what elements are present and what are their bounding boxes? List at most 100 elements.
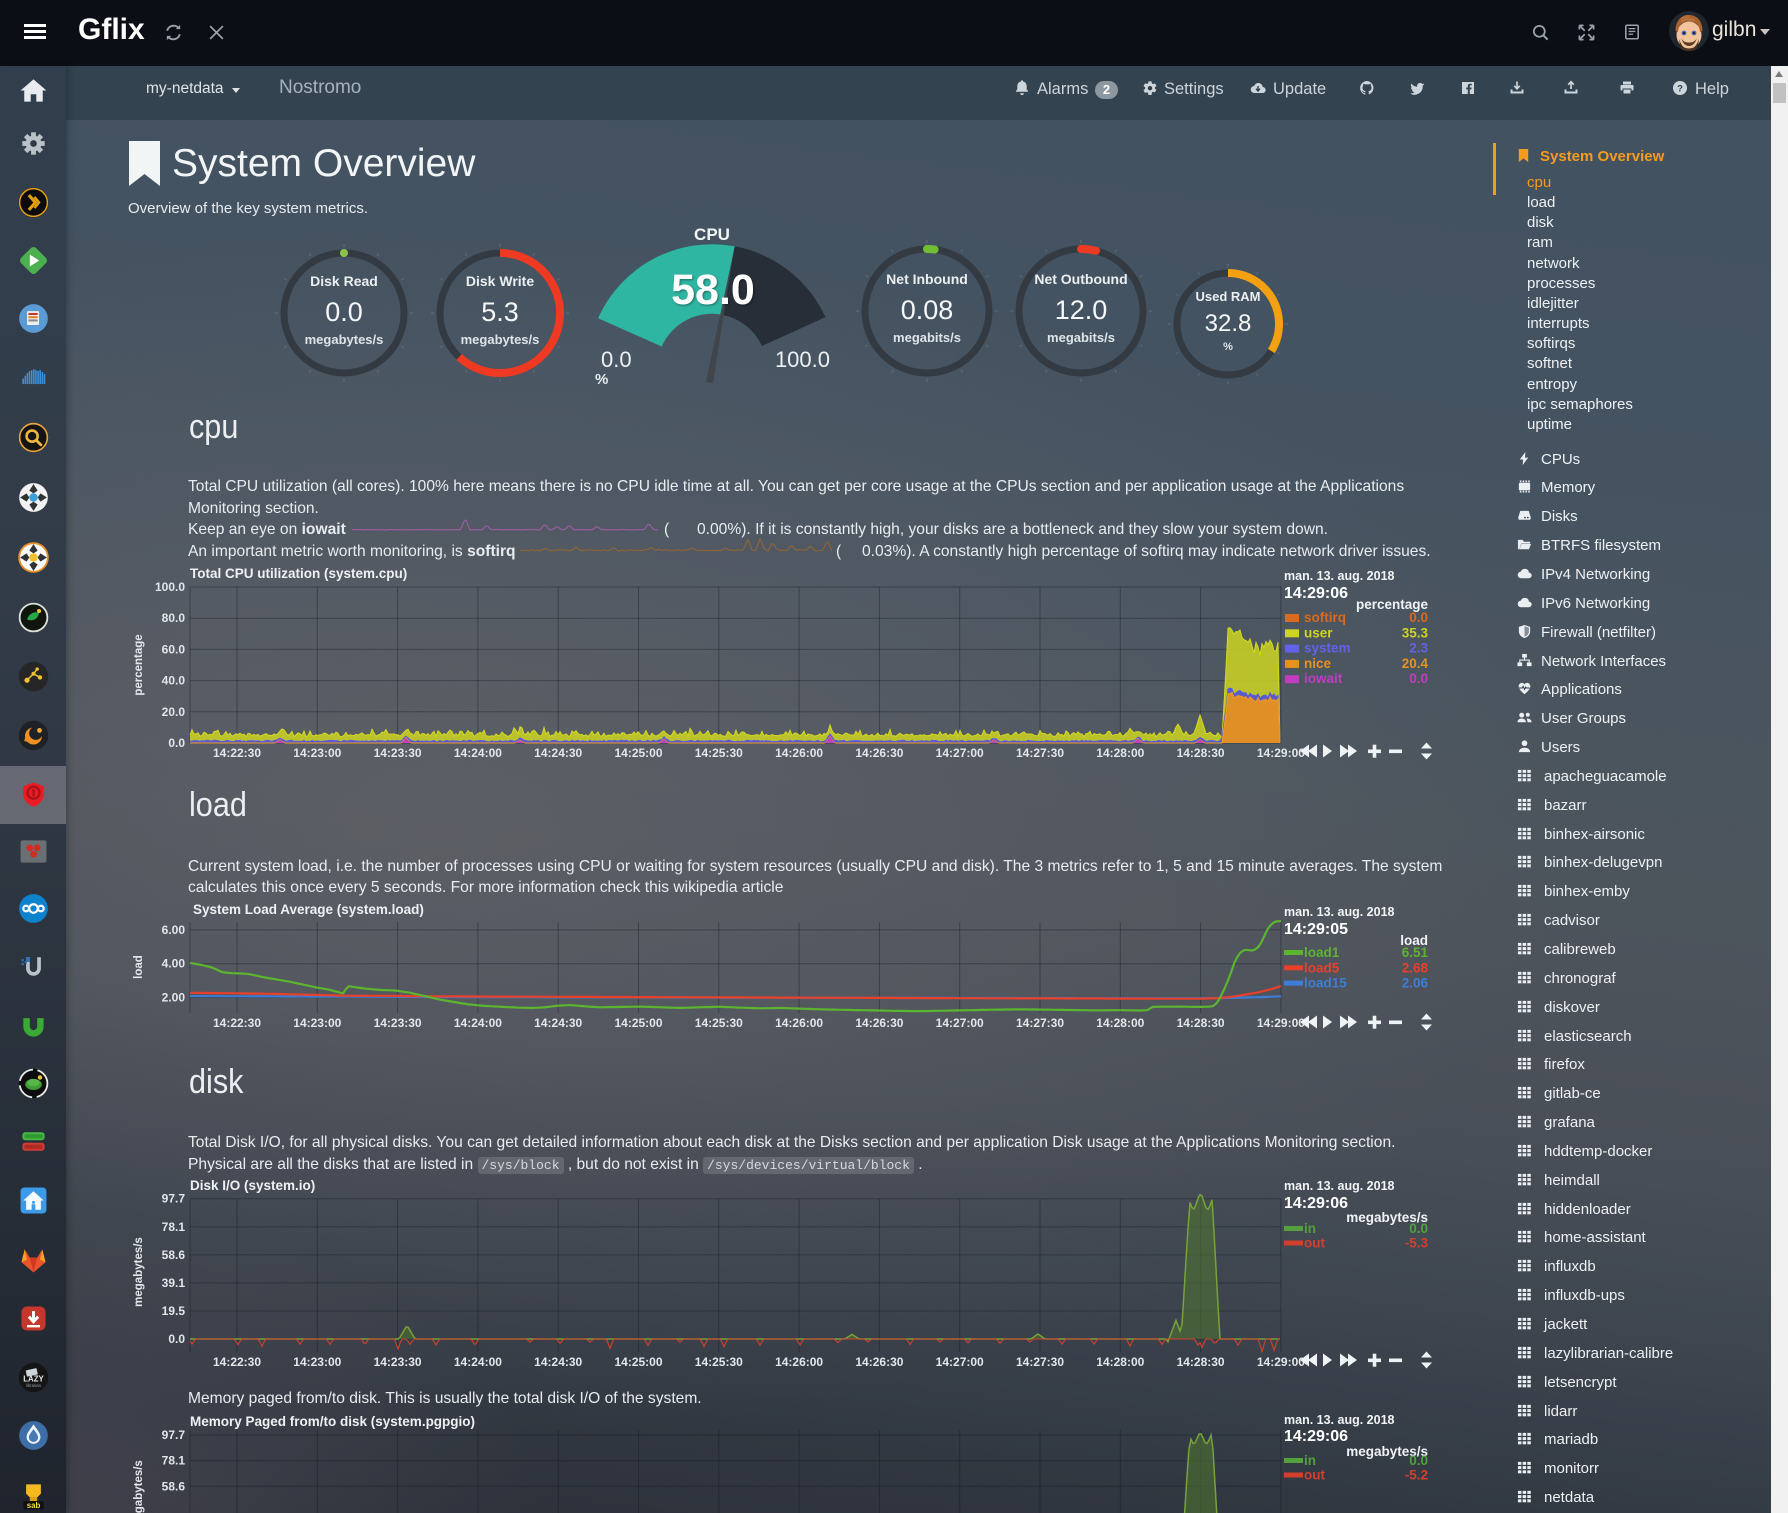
svg-text:14:28:30: 14:28:30 bbox=[1177, 1355, 1225, 1369]
svg-text:14:24:30: 14:24:30 bbox=[534, 746, 582, 760]
svg-text:14:29:05: 14:29:05 bbox=[1284, 921, 1348, 938]
svg-text:14:27:00: 14:27:00 bbox=[936, 746, 984, 760]
svg-text:2.00: 2.00 bbox=[162, 991, 186, 1005]
svg-text:14:23:30: 14:23:30 bbox=[374, 1355, 422, 1369]
svg-text:14:25:30: 14:25:30 bbox=[695, 746, 743, 760]
svg-text:Used RAM: Used RAM bbox=[1195, 289, 1260, 304]
svg-text:nice: nice bbox=[1304, 656, 1332, 671]
svg-text:14:22:30: 14:22:30 bbox=[213, 1016, 261, 1030]
svg-text:CPU: CPU bbox=[694, 225, 730, 244]
svg-text:14:29:06: 14:29:06 bbox=[1284, 1195, 1348, 1212]
svg-text:14:29:00: 14:29:00 bbox=[1257, 1016, 1305, 1030]
svg-text:System Load Average (system.lo: System Load Average (system.load) bbox=[193, 902, 424, 917]
svg-text:78.1: 78.1 bbox=[162, 1220, 186, 1234]
svg-text:2.06: 2.06 bbox=[1402, 976, 1429, 991]
svg-text:6.00: 6.00 bbox=[162, 923, 186, 937]
svg-text:14:25:00: 14:25:00 bbox=[614, 1355, 662, 1369]
svg-text:14:23:00: 14:23:00 bbox=[293, 1016, 341, 1030]
svg-text:14:26:00: 14:26:00 bbox=[775, 746, 823, 760]
svg-text:20.4: 20.4 bbox=[1402, 656, 1429, 671]
svg-text:0.0: 0.0 bbox=[1409, 671, 1428, 686]
svg-text:60.0: 60.0 bbox=[162, 642, 186, 656]
svg-text:megabits/s: megabits/s bbox=[893, 330, 961, 345]
svg-text:14:27:30: 14:27:30 bbox=[1016, 1016, 1064, 1030]
svg-text:%: % bbox=[1223, 341, 1233, 353]
svg-text:14:28:30: 14:28:30 bbox=[1177, 1016, 1225, 1030]
svg-text:100.0: 100.0 bbox=[775, 347, 830, 372]
svg-text:user: user bbox=[1304, 625, 1333, 640]
svg-text:14:26:00: 14:26:00 bbox=[775, 1016, 823, 1030]
svg-text:Total CPU utilization (system.: Total CPU utilization (system.cpu) bbox=[190, 566, 407, 581]
svg-text:14:24:00: 14:24:00 bbox=[454, 746, 502, 760]
svg-text:14:26:30: 14:26:30 bbox=[855, 746, 903, 760]
svg-text:0.0: 0.0 bbox=[1409, 1453, 1428, 1468]
svg-text:?: ? bbox=[1677, 83, 1683, 94]
svg-text:19.5: 19.5 bbox=[162, 1304, 186, 1318]
svg-text:4.00: 4.00 bbox=[162, 957, 186, 971]
svg-text:man. 13. aug. 2018: man. 13. aug. 2018 bbox=[1284, 1179, 1395, 1193]
svg-text:58.6: 58.6 bbox=[162, 1248, 186, 1262]
svg-text:0.0: 0.0 bbox=[325, 297, 363, 327]
svg-text:14:22:30: 14:22:30 bbox=[213, 746, 261, 760]
svg-text:man. 13. aug. 2018: man. 13. aug. 2018 bbox=[1284, 1413, 1395, 1427]
svg-text:in: in bbox=[1304, 1453, 1316, 1468]
svg-text:14:27:00: 14:27:00 bbox=[936, 1355, 984, 1369]
svg-text:megabytes/s: megabytes/s bbox=[1346, 1210, 1428, 1225]
svg-text:14:23:00: 14:23:00 bbox=[293, 746, 341, 760]
svg-text:librarian: librarian bbox=[26, 1383, 41, 1388]
svg-text:97.7: 97.7 bbox=[162, 1428, 186, 1442]
svg-text:Memory Paged from/to disk (sys: Memory Paged from/to disk (system.pgpgio… bbox=[190, 1414, 475, 1429]
svg-text:megabits/s: megabits/s bbox=[1047, 330, 1115, 345]
svg-text:megabytes/s: megabytes/s bbox=[1346, 1444, 1428, 1459]
svg-text:Net Outbound: Net Outbound bbox=[1034, 271, 1127, 287]
svg-text:40.0: 40.0 bbox=[162, 674, 186, 688]
svg-text:14:29:06: 14:29:06 bbox=[1284, 585, 1348, 602]
svg-text:12.0: 12.0 bbox=[1055, 295, 1108, 325]
svg-text:35.3: 35.3 bbox=[1402, 625, 1429, 640]
svg-text:percentage: percentage bbox=[1356, 597, 1429, 612]
svg-text:14:25:00: 14:25:00 bbox=[614, 746, 662, 760]
svg-text:0.0: 0.0 bbox=[1409, 1221, 1428, 1236]
svg-text:14:23:00: 14:23:00 bbox=[293, 1355, 341, 1369]
svg-text:100.0: 100.0 bbox=[155, 580, 185, 594]
svg-text:39.1: 39.1 bbox=[162, 1276, 186, 1290]
svg-text:0.0: 0.0 bbox=[601, 347, 632, 372]
svg-text:in: in bbox=[1304, 1221, 1316, 1236]
svg-text:14:23:30: 14:23:30 bbox=[374, 1016, 422, 1030]
svg-text:97.7: 97.7 bbox=[162, 1192, 186, 1206]
svg-text:LAZY: LAZY bbox=[23, 1375, 44, 1384]
svg-text:system: system bbox=[1304, 641, 1351, 656]
svg-text:sab: sab bbox=[27, 1501, 41, 1510]
svg-text:0.0: 0.0 bbox=[168, 1332, 185, 1346]
svg-text:14:28:30: 14:28:30 bbox=[1177, 746, 1225, 760]
svg-text:6.51: 6.51 bbox=[1402, 945, 1429, 960]
svg-text:14:24:30: 14:24:30 bbox=[534, 1016, 582, 1030]
svg-text:out: out bbox=[1304, 1468, 1325, 1483]
svg-text:58.6: 58.6 bbox=[162, 1479, 186, 1493]
svg-text:0.0: 0.0 bbox=[1409, 610, 1428, 625]
svg-text:2.3: 2.3 bbox=[1409, 641, 1428, 656]
svg-text:80.0: 80.0 bbox=[162, 611, 186, 625]
svg-text:Disk Read: Disk Read bbox=[310, 273, 378, 289]
svg-text:-5.2: -5.2 bbox=[1405, 1468, 1428, 1483]
svg-text:14:24:00: 14:24:00 bbox=[454, 1016, 502, 1030]
svg-text:58.0: 58.0 bbox=[671, 266, 755, 314]
svg-text:32.8: 32.8 bbox=[1205, 310, 1252, 337]
svg-text:load: load bbox=[133, 955, 145, 979]
svg-text:14:29:06: 14:29:06 bbox=[1284, 1428, 1348, 1445]
svg-text:14:29:00: 14:29:00 bbox=[1257, 1355, 1305, 1369]
svg-text:14:29:00: 14:29:00 bbox=[1257, 746, 1305, 760]
svg-text:14:26:30: 14:26:30 bbox=[855, 1016, 903, 1030]
svg-text:load1: load1 bbox=[1304, 945, 1340, 960]
svg-text:20.0: 20.0 bbox=[162, 705, 186, 719]
svg-text:softirq: softirq bbox=[1304, 610, 1346, 625]
svg-text:0.0: 0.0 bbox=[168, 736, 185, 750]
svg-text:14:28:00: 14:28:00 bbox=[1096, 746, 1144, 760]
svg-text:megabytes/s: megabytes/s bbox=[305, 332, 384, 347]
svg-text:14:22:30: 14:22:30 bbox=[213, 1355, 261, 1369]
svg-text:load15: load15 bbox=[1304, 976, 1347, 991]
svg-text:14:23:30: 14:23:30 bbox=[374, 746, 422, 760]
svg-text:Net Inbound: Net Inbound bbox=[886, 271, 968, 287]
svg-text:14:25:00: 14:25:00 bbox=[614, 1016, 662, 1030]
svg-text:2.68: 2.68 bbox=[1402, 960, 1429, 975]
